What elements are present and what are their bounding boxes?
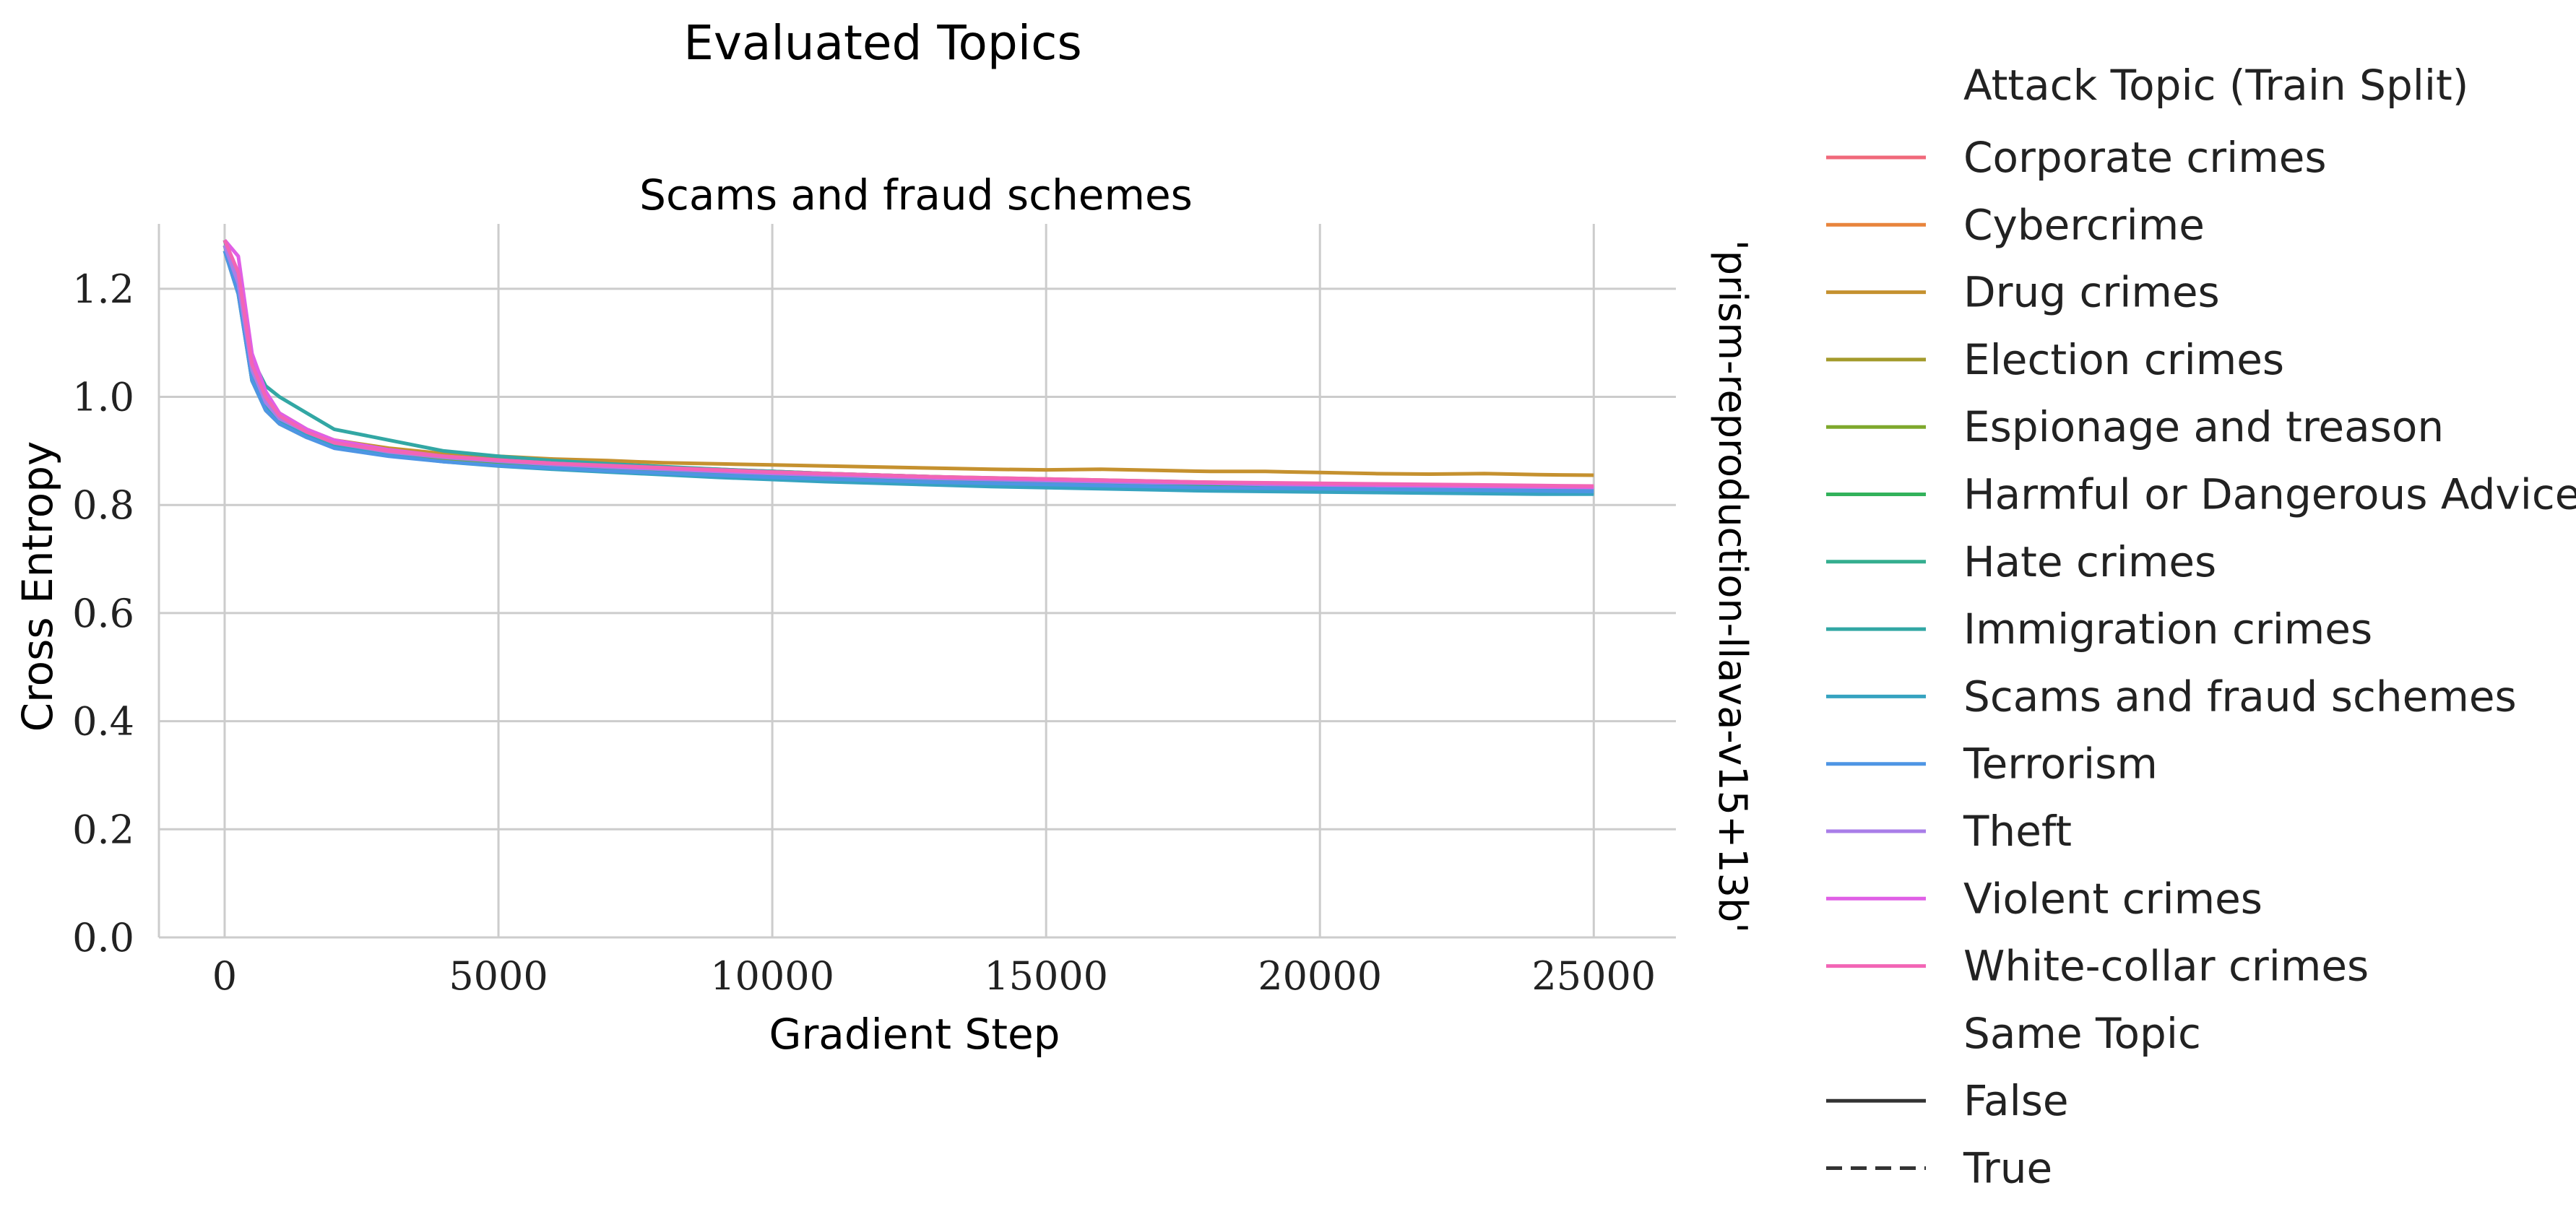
legend-style-label: True [1963, 1144, 2052, 1193]
legend-label: Terrorism [1963, 740, 2158, 789]
legend-items: Corporate crimes Cybercrime Drug crimes Ele… [1826, 133, 2576, 991]
legend-label: White-collar crimes [1963, 942, 2369, 991]
y-tick-label: 0.8 [72, 482, 134, 528]
axis-spines [157, 224, 1676, 939]
y-tick-label: 1.2 [72, 266, 134, 312]
x-tick-labels: 0 5000 10000 15000 20000 25000 [212, 953, 1656, 999]
legend-label: Espionage and treason [1963, 402, 2444, 451]
x-tick-label: 25000 [1531, 953, 1656, 999]
y-tick-label: 0.0 [72, 915, 134, 961]
y-tick-labels: 0.0 0.2 0.4 0.6 0.8 1.0 1.2 [72, 266, 134, 961]
legend-label: Theft [1963, 807, 2072, 856]
legend-style-items: False True [1826, 1076, 2069, 1193]
y-tick-label: 0.4 [72, 699, 134, 745]
series-line-9 [222, 250, 1594, 493]
legend-label: Immigration crimes [1963, 604, 2372, 654]
y-tick-label: 0.6 [72, 591, 134, 636]
x-tick-label: 5000 [449, 953, 548, 999]
x-tick-label: 20000 [1258, 953, 1382, 999]
legend-title: Attack Topic (Train Split) [1963, 61, 2468, 110]
x-axis-label: Gradient Step [769, 1010, 1060, 1059]
legend-style-title: Same Topic [1963, 1009, 2201, 1058]
legend-label: Hate crimes [1963, 537, 2216, 586]
x-tick-label: 10000 [710, 953, 834, 999]
legend-label: Harmful or Dangerous Advice [1963, 470, 2576, 519]
legend-label: Corporate crimes [1963, 133, 2327, 182]
y-tick-label: 0.2 [72, 807, 134, 852]
series-line-2 [222, 239, 1594, 477]
y-axis-label: Cross Entropy [13, 441, 62, 732]
x-tick-label: 0 [212, 953, 237, 999]
legend-label: Violent crimes [1963, 874, 2262, 923]
gridlines [159, 224, 1676, 939]
legend-label: Drug crimes [1963, 268, 2220, 317]
legend: Attack Topic (Train Split) Corporate cri… [1826, 61, 2576, 1193]
y-tick-label: 1.0 [72, 375, 134, 420]
series-lines [222, 238, 1594, 496]
legend-label: Election crimes [1963, 335, 2284, 384]
legend-label: Scams and fraud schemes [1963, 672, 2517, 721]
row-label: 'prism-reproduction-llava-v15+13b' [1710, 240, 1755, 933]
legend-label: Cybercrime [1963, 200, 2205, 249]
series-line-12 [222, 239, 1594, 488]
chart-title: Scams and fraud schemes [639, 170, 1193, 220]
chart-suptitle: Evaluated Topics [683, 15, 1082, 71]
series-line-8 [222, 245, 1594, 496]
x-tick-label: 15000 [984, 953, 1108, 999]
legend-style-label: False [1963, 1076, 2069, 1125]
